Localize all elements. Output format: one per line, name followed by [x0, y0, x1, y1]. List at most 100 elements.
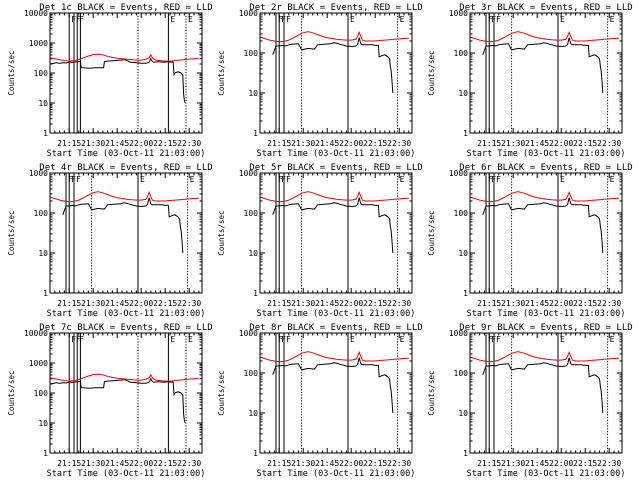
marker-label: F	[496, 175, 501, 184]
x-tick-label: 21:15	[477, 459, 501, 468]
y-tick-label: 100	[34, 209, 49, 218]
marker-label: E	[400, 15, 405, 24]
plot-title: Det 3r BLACK = Events, RED = LLD	[459, 3, 632, 13]
x-tick-label: 21:15	[57, 299, 81, 308]
x-tick-label: 21:15	[477, 139, 501, 148]
marker-label: F	[68, 175, 73, 184]
marker-label: E	[170, 335, 175, 344]
x-tick-label: 21:30	[81, 299, 105, 308]
marker-label: F	[76, 175, 81, 184]
plot-frame	[259, 12, 413, 134]
plot-frame	[469, 172, 623, 294]
series-events-line	[272, 37, 394, 94]
y-tick-label: 10	[248, 249, 258, 258]
marker-label: F	[71, 175, 76, 184]
series-lld-line	[49, 190, 199, 203]
y-tick-label: 10	[38, 249, 48, 258]
detector-plot-7: Det 7c BLACK = Events, RED = LLD 1 10 100 10…	[7, 323, 213, 479]
marker-label: E	[350, 335, 355, 344]
y-tick-label: 100	[454, 369, 469, 378]
y-tick-label: 100	[34, 389, 49, 398]
series-events-line	[272, 357, 394, 414]
y-tick-label: 1000	[239, 329, 258, 338]
x-tick-label: 21:15	[267, 139, 291, 148]
y-axis-label: Counts/sec	[427, 370, 436, 415]
y-tick-label: 10	[248, 409, 258, 418]
marker-label: F	[286, 335, 291, 344]
x-tick-label: 22:00	[339, 299, 363, 308]
x-tick-label: 21:15	[57, 459, 81, 468]
x-tick-label: 22:30	[597, 459, 621, 468]
y-tick-label: 1000	[29, 39, 48, 48]
x-tick-label: 22:15	[573, 139, 597, 148]
x-tick-label: 22:00	[129, 139, 153, 148]
marker-label: E	[188, 335, 193, 344]
marker-label: F	[79, 15, 84, 24]
y-tick-label: 1	[463, 449, 468, 458]
series-lld-line	[49, 373, 199, 382]
x-tick-label: 22:15	[573, 459, 597, 468]
series-events-line	[49, 57, 186, 104]
marker-label: E	[560, 335, 565, 344]
x-tick-label: 22:00	[549, 139, 573, 148]
x-tick-label: 22:15	[363, 299, 387, 308]
y-tick-label: 1000	[29, 359, 48, 368]
series-events-line	[482, 37, 604, 94]
plot-frame	[49, 172, 203, 294]
x-tick-label: 22:00	[549, 459, 573, 468]
y-tick-label: 1	[43, 449, 48, 458]
x-tick-label: 22:30	[387, 459, 411, 468]
x-tick-label: 21:30	[291, 459, 315, 468]
marker-label: E	[188, 15, 193, 24]
plot-frame	[49, 12, 203, 134]
marker-label: E	[560, 175, 565, 184]
marker-label: E	[350, 15, 355, 24]
marker-label: F	[76, 335, 81, 344]
x-tick-label: 21:30	[501, 139, 525, 148]
y-tick-label: 10	[38, 419, 48, 428]
y-tick-label: 1000	[239, 9, 258, 18]
marker-label: F	[281, 15, 286, 24]
series-lld-line	[49, 53, 199, 62]
y-axis-label: Counts/sec	[217, 50, 226, 95]
x-tick-label: 22:30	[597, 139, 621, 148]
y-tick-label: 1000	[29, 169, 48, 178]
plot-frame	[259, 332, 413, 454]
marker-label: E	[400, 335, 405, 344]
y-tick-label: 100	[454, 209, 469, 218]
y-tick-label: 100	[244, 49, 259, 58]
detector-plot-3: Det 3r BLACK = Events, RED = LLD 1 10 100 10…	[427, 3, 633, 159]
x-axis-label: Start Time (03-Oct-11 21:03:00)	[257, 309, 416, 319]
plot-title: Det 7c BLACK = Events, RED = LLD	[39, 323, 212, 333]
y-tick-label: 100	[34, 69, 49, 78]
series-events-line	[272, 197, 394, 254]
y-axis-label: Counts/sec	[7, 210, 16, 255]
series-lld-line	[469, 350, 619, 363]
y-tick-label: 1	[463, 289, 468, 298]
marker-label: F	[488, 15, 493, 24]
x-tick-label: 22:00	[129, 459, 153, 468]
detector-plot-8: Det 8r BLACK = Events, RED = LLD 1 10 100 10…	[217, 323, 423, 479]
x-tick-label: 22:15	[573, 299, 597, 308]
x-tick-label: 21:45	[525, 139, 549, 148]
detector-plot-2: Det 2r BLACK = Events, RED = LLD 1 10 100 10…	[217, 3, 423, 159]
marker-label: F	[281, 175, 286, 184]
x-tick-label: 21:45	[315, 139, 339, 148]
y-tick-label: 10	[458, 89, 468, 98]
x-tick-label: 22:15	[363, 139, 387, 148]
x-axis-label: Start Time (03-Oct-11 21:03:00)	[47, 149, 206, 159]
y-tick-label: 10000	[24, 9, 48, 18]
y-tick-label: 10	[458, 249, 468, 258]
y-axis-label: Counts/sec	[427, 210, 436, 255]
x-tick-label: 22:15	[153, 299, 177, 308]
x-tick-label: 21:45	[525, 299, 549, 308]
marker-label: F	[491, 15, 496, 24]
y-tick-label: 1	[253, 289, 258, 298]
marker-label: F	[496, 15, 501, 24]
x-tick-label: 22:15	[153, 139, 177, 148]
x-axis-label: Start Time (03-Oct-11 21:03:00)	[467, 149, 626, 159]
y-tick-label: 10	[248, 89, 258, 98]
marker-label: F	[281, 335, 286, 344]
x-tick-label: 22:30	[177, 459, 201, 468]
